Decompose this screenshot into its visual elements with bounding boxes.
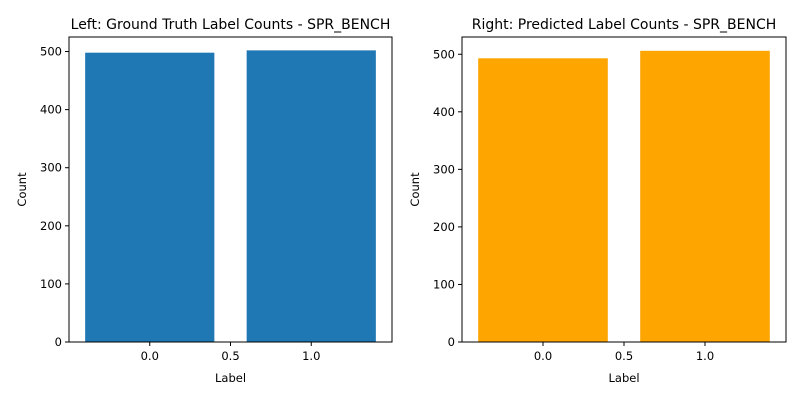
left-chart-title: Left: Ground Truth Label Counts - SPR_BE… <box>71 17 391 33</box>
left-chart: Left: Ground Truth Label Counts - SPR_BE… <box>15 17 393 385</box>
right-y-tick-label-4: 400 <box>433 105 455 119</box>
left-y-tick-label-0: 0 <box>55 335 62 349</box>
right-y-tick-label-3: 300 <box>433 162 455 176</box>
left-bar-0 <box>85 52 215 342</box>
left-bar-1 <box>246 50 376 342</box>
right-x-axis-label: Label <box>608 371 639 385</box>
right-x-tick-label-2: 1.0 <box>696 349 714 363</box>
left-y-tick-label-3: 300 <box>40 161 62 175</box>
left-x-tick-label-0: 0.0 <box>141 349 159 363</box>
left-x-axis-label: Label <box>215 371 246 385</box>
right-y-tick-label-2: 200 <box>433 220 455 234</box>
left-y-axis-label: Count <box>15 172 29 207</box>
right-y-tick-label-0: 0 <box>448 335 455 349</box>
right-chart-title: Right: Predicted Label Counts - SPR_BENC… <box>472 17 777 33</box>
left-y-tick-label-1: 100 <box>40 277 62 291</box>
right-y-axis-label: Count <box>408 172 422 207</box>
right-y-tick-label-1: 100 <box>433 277 455 291</box>
left-y-tick-label-4: 400 <box>40 103 62 117</box>
right-x-tick-label-1: 0.5 <box>615 349 633 363</box>
left-y-tick-label-2: 200 <box>40 219 62 233</box>
left-y-tick-label-5: 500 <box>40 45 62 59</box>
right-chart: Right: Predicted Label Counts - SPR_BENC… <box>408 17 787 385</box>
right-bar-0 <box>478 58 608 343</box>
right-x-tick-label-0: 0.0 <box>534 349 552 363</box>
right-y-tick-label-5: 500 <box>433 47 455 61</box>
left-x-tick-label-2: 1.0 <box>302 349 320 363</box>
left-x-tick-label-1: 0.5 <box>221 349 239 363</box>
right-bar-1 <box>640 50 770 343</box>
